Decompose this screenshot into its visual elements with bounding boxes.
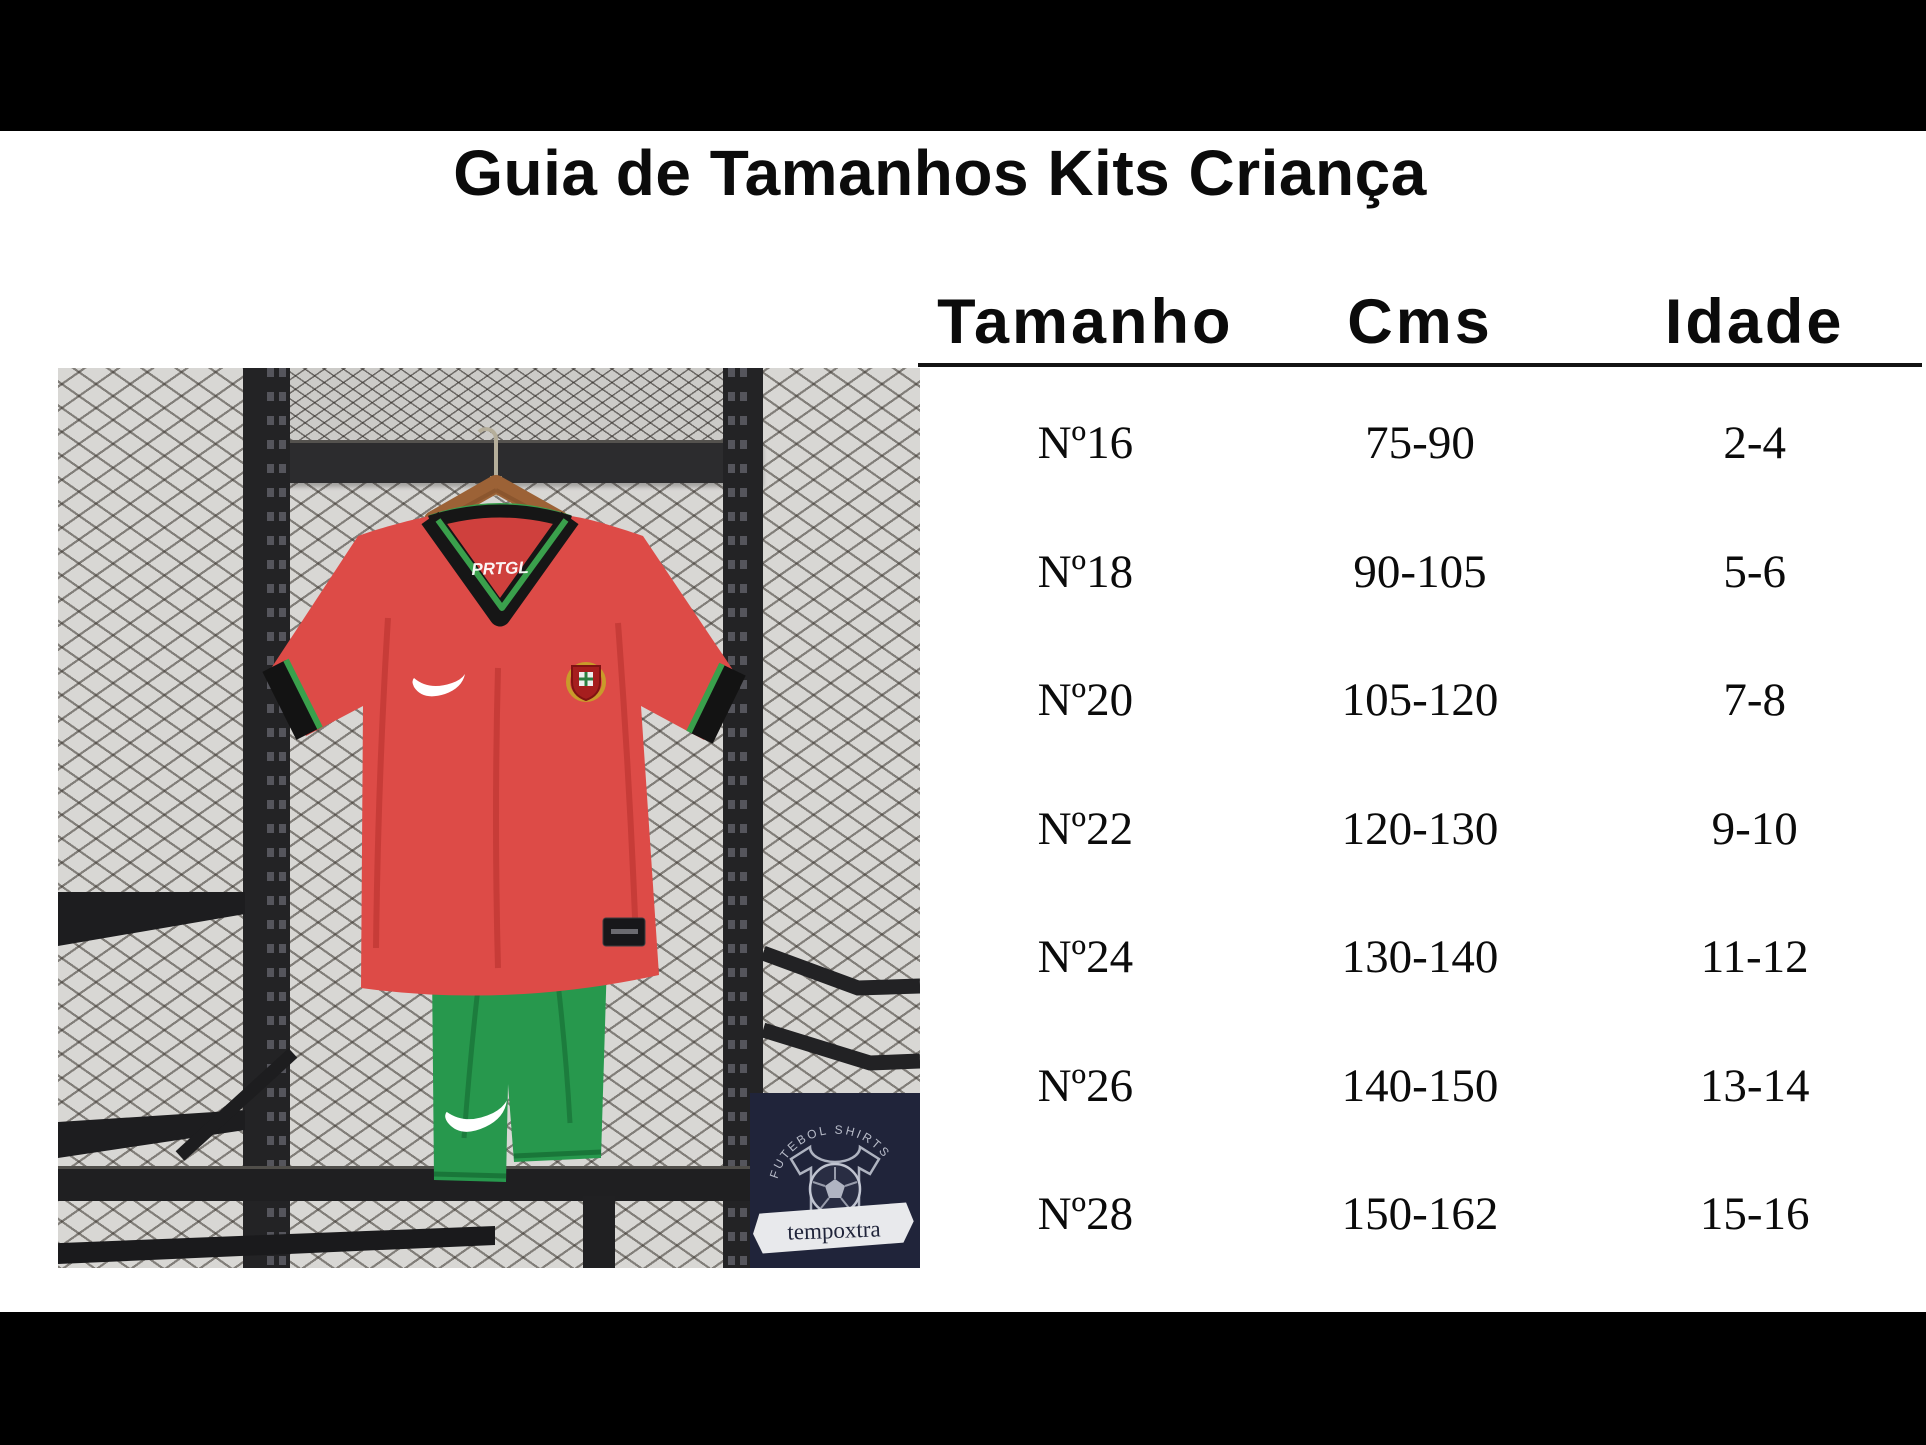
cell-tamanho: Nº16 <box>1037 417 1134 469</box>
portugal-crest-icon <box>566 662 606 702</box>
cell-tamanho: Nº20 <box>1037 674 1134 726</box>
cell-cms: 120-130 <box>1341 803 1499 855</box>
cell-idade: 9-10 <box>1711 803 1798 855</box>
shelf-frame-graphic <box>58 892 920 1161</box>
bottom-letterbox-bar <box>0 1312 1926 1445</box>
cell-cms: 150-162 <box>1341 1188 1499 1240</box>
column-header-tamanho: Tamanho <box>937 287 1234 357</box>
football-icon <box>808 1162 862 1216</box>
table-row: Nº18 90-105 5-6 <box>918 540 1922 604</box>
cell-cms: 140-150 <box>1341 1060 1499 1112</box>
bottom-support-post <box>583 1196 615 1268</box>
cell-tamanho: Nº26 <box>1037 1060 1134 1112</box>
post-slots <box>279 368 286 1268</box>
table-row: Nº24 130-140 11-12 <box>918 925 1922 989</box>
football-kit-graphic: PRTGL <box>262 427 746 1182</box>
watermark-logo-graphic: FUTEBOL SHIRTS tempoxtra <box>753 1122 914 1254</box>
table-header-divider <box>918 363 1922 367</box>
post-slots <box>267 368 274 1268</box>
watermark-banner-text: tempoxtra <box>787 1216 881 1244</box>
cell-idade: 13-14 <box>1699 1060 1810 1112</box>
cell-idade: 15-16 <box>1699 1188 1810 1240</box>
table-row: Nº22 120-130 9-10 <box>918 797 1922 861</box>
shelf-post-left <box>243 368 290 1268</box>
cell-cms: 105-120 <box>1341 674 1499 726</box>
cell-idade: 5-6 <box>1723 546 1786 598</box>
page-title: Guia de Tamanhos Kits Criança <box>0 136 1926 210</box>
cell-idade: 2-4 <box>1723 417 1786 469</box>
table-row: Nº20 105-120 7-8 <box>918 668 1922 732</box>
cell-cms: 90-105 <box>1353 546 1487 598</box>
cell-tamanho: Nº18 <box>1037 546 1134 598</box>
product-photo: PRTGL <box>58 368 920 1268</box>
shorts-graphic <box>432 960 607 1182</box>
hanging-rail <box>263 440 763 483</box>
page-title-text: Guia de Tamanhos Kits Criança <box>453 137 1427 209</box>
cell-tamanho: Nº22 <box>1037 803 1134 855</box>
cell-tamanho: Nº28 <box>1037 1188 1134 1240</box>
table-row: Nº26 140-150 13-14 <box>918 1054 1922 1118</box>
cell-cms: 75-90 <box>1365 417 1475 469</box>
mesh-upper-panel <box>290 368 723 440</box>
collar-inner-label: PRTGL <box>471 558 529 579</box>
table-row: Nº16 75-90 2-4 <box>918 411 1922 475</box>
column-header-idade: Idade <box>1664 287 1845 357</box>
cell-cms: 130-140 <box>1341 931 1499 983</box>
cell-idade: 11-12 <box>1700 931 1809 983</box>
cell-tamanho: Nº24 <box>1037 931 1134 983</box>
cell-idade: 7-8 <box>1723 674 1786 726</box>
vneck-collar: PRTGL <box>421 503 579 627</box>
watermark-logo: FUTEBOL SHIRTS tempoxtra <box>750 1093 920 1268</box>
nike-swoosh-icon <box>412 674 465 697</box>
banner-ribbon: tempoxtra <box>753 1202 914 1254</box>
table-row: Nº28 150-162 15-16 <box>918 1182 1922 1246</box>
jersey-graphic: PRTGL <box>262 503 746 996</box>
hem-patch <box>602 917 646 947</box>
top-letterbox-bar <box>0 0 1926 131</box>
column-header-cms: Cms <box>1347 287 1493 357</box>
table-header-row: Tamanho Cms Idade <box>918 286 1922 358</box>
post-slots <box>740 368 747 1268</box>
post-slots <box>728 368 735 1268</box>
nike-swoosh-icon <box>445 1100 507 1132</box>
